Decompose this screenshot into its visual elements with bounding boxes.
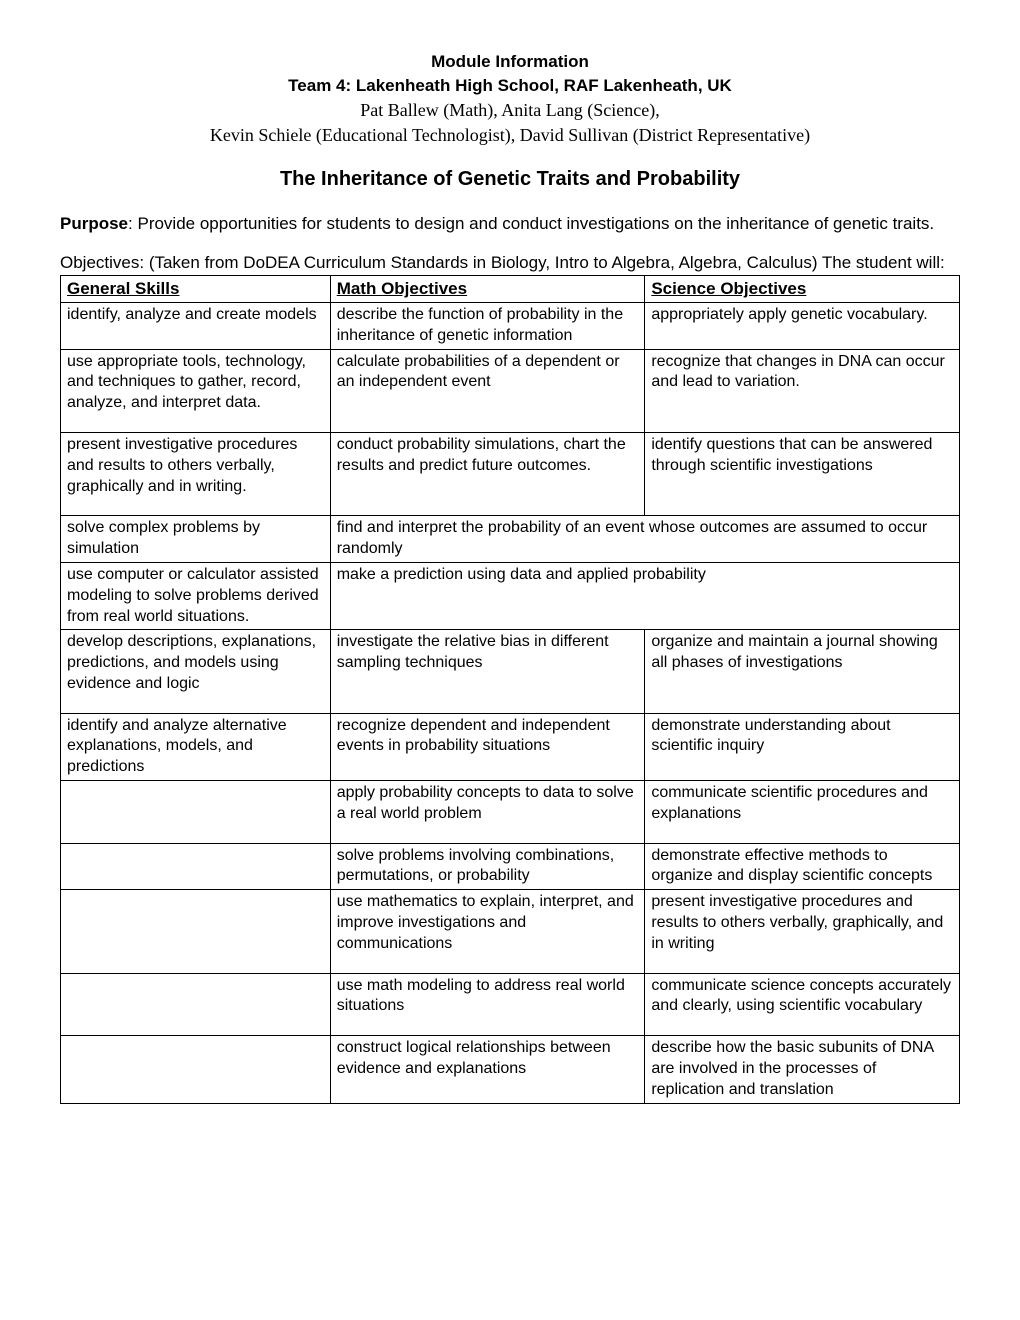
cell-merged: find and interpret the probability of an… (330, 516, 959, 563)
cell-general (61, 843, 331, 890)
table-header-row: General Skills Math Objectives Science O… (61, 275, 960, 302)
authors-line-1: Pat Ballew (Math), Anita Lang (Science), (60, 98, 960, 123)
authors-line-2: Kevin Schiele (Educational Technologist)… (60, 123, 960, 148)
table-row: solve problems involving combinations, p… (61, 843, 960, 890)
objectives-text: : (Taken from DoDEA Curriculum Standards… (139, 253, 944, 272)
table-row: identify and analyze alternative explana… (61, 713, 960, 780)
cell-general: identify, analyze and create models (61, 302, 331, 349)
cell-general: solve complex problems by simulation (61, 516, 331, 563)
table-row: use math modeling to address real world … (61, 973, 960, 1036)
cell-general: use computer or calculator assisted mode… (61, 562, 331, 629)
cell-science: describe how the basic subunits of DNA a… (645, 1036, 960, 1103)
cell-science: appropriately apply genetic vocabulary. (645, 302, 960, 349)
cell-general: use appropriate tools, technology, and t… (61, 349, 331, 432)
cell-science: communicate science concepts accurately … (645, 973, 960, 1036)
cell-math: describe the function of probability in … (330, 302, 645, 349)
cell-math: use math modeling to address real world … (330, 973, 645, 1036)
cell-math: recognize dependent and independent even… (330, 713, 645, 780)
cell-science: recognize that changes in DNA can occur … (645, 349, 960, 432)
objectives-section: Objectives: (Taken from DoDEA Curriculum… (60, 252, 960, 275)
table-row: present investigative procedures and res… (61, 432, 960, 515)
header-block: Module Information Team 4: Lakenheath Hi… (60, 50, 960, 148)
purpose-label: Purpose (60, 214, 128, 233)
cell-math: construct logical relationships between … (330, 1036, 645, 1103)
cell-math: calculate probabilities of a dependent o… (330, 349, 645, 432)
module-info-label: Module Information (60, 50, 960, 74)
table-row: construct logical relationships between … (61, 1036, 960, 1103)
table-row: use mathematics to explain, interpret, a… (61, 890, 960, 973)
table-row: develop descriptions, explanations, pred… (61, 630, 960, 713)
purpose-text: : Provide opportunities for students to … (128, 214, 934, 233)
cell-science: organize and maintain a journal showing … (645, 630, 960, 713)
table-row: identify, analyze and create modelsdescr… (61, 302, 960, 349)
cell-science: identify questions that can be answered … (645, 432, 960, 515)
cell-general (61, 890, 331, 973)
cell-merged: make a prediction using data and applied… (330, 562, 959, 629)
cell-science: demonstrate understanding about scientif… (645, 713, 960, 780)
table-row: use appropriate tools, technology, and t… (61, 349, 960, 432)
cell-math: apply probability concepts to data to so… (330, 781, 645, 844)
table-row: solve complex problems by simulationfind… (61, 516, 960, 563)
cell-math: conduct probability simulations, chart t… (330, 432, 645, 515)
header-general: General Skills (61, 275, 331, 302)
cell-math: investigate the relative bias in differe… (330, 630, 645, 713)
cell-general (61, 973, 331, 1036)
cell-science: communicate scientific procedures and ex… (645, 781, 960, 844)
cell-math: solve problems involving combinations, p… (330, 843, 645, 890)
table-row: apply probability concepts to data to so… (61, 781, 960, 844)
cell-general (61, 1036, 331, 1103)
header-math: Math Objectives (330, 275, 645, 302)
objectives-label: Objectives (60, 253, 139, 272)
cell-math: use mathematics to explain, interpret, a… (330, 890, 645, 973)
purpose-section: Purpose: Provide opportunities for stude… (60, 213, 960, 236)
team-line: Team 4: Lakenheath High School, RAF Lake… (60, 74, 960, 98)
objectives-table: General Skills Math Objectives Science O… (60, 275, 960, 1104)
table-row: use computer or calculator assisted mode… (61, 562, 960, 629)
cell-general (61, 781, 331, 844)
cell-general: identify and analyze alternative explana… (61, 713, 331, 780)
cell-general: develop descriptions, explanations, pred… (61, 630, 331, 713)
cell-science: present investigative procedures and res… (645, 890, 960, 973)
header-science: Science Objectives (645, 275, 960, 302)
cell-general: present investigative procedures and res… (61, 432, 331, 515)
cell-science: demonstrate effective methods to organiz… (645, 843, 960, 890)
page-title: The Inheritance of Genetic Traits and Pr… (60, 168, 960, 191)
